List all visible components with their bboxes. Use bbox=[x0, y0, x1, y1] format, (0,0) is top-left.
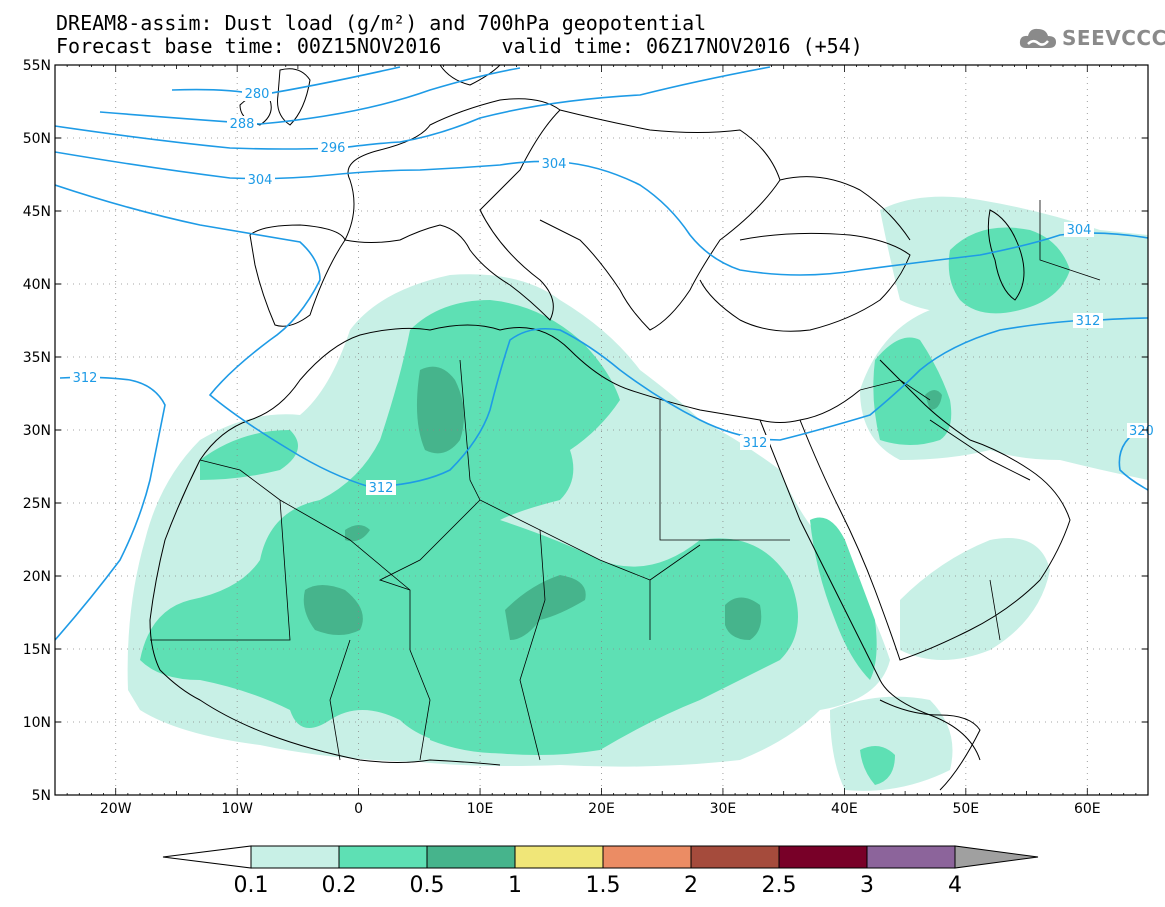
colorbar-swatch bbox=[426, 845, 516, 869]
seevccc-logo: SEEVCCC bbox=[1018, 24, 1165, 52]
colorbar-max-arrow bbox=[954, 845, 1039, 869]
colorbar-swatch bbox=[778, 845, 868, 869]
logo-text: SEEVCCC bbox=[1062, 26, 1165, 50]
svg-text:280: 280 bbox=[245, 87, 270, 102]
contour-label-312-atlantic: 312 bbox=[70, 370, 100, 386]
contour-label-296: 296 bbox=[318, 140, 348, 156]
geopotential-contours bbox=[55, 66, 1148, 641]
lon-label: 40E bbox=[831, 801, 858, 817]
lat-label: 50N bbox=[23, 131, 51, 147]
cloud-icon bbox=[1019, 28, 1056, 48]
contour-label-304-central: 304 bbox=[539, 156, 569, 172]
colorbar-label: 4 bbox=[948, 873, 962, 898]
lat-label: 35N bbox=[23, 350, 51, 366]
map-graticule bbox=[55, 65, 1148, 795]
contour-label-312-sahara: 312 bbox=[366, 480, 396, 496]
svg-text:304: 304 bbox=[542, 157, 567, 172]
colorbar-label: 0.2 bbox=[322, 873, 357, 898]
contour-label-304-east: 304 bbox=[1064, 222, 1094, 238]
dust-colorbar: 0.1 0.2 0.5 1 1.5 2 2.5 3 4 bbox=[162, 845, 1039, 898]
colorbar-label: 1 bbox=[508, 873, 522, 898]
colorbar-label: 2.5 bbox=[762, 873, 797, 898]
colorbar-label: 1.5 bbox=[586, 873, 621, 898]
lat-label: 5N bbox=[32, 788, 51, 804]
lon-label: 50E bbox=[952, 801, 979, 817]
lat-label: 55N bbox=[23, 58, 51, 74]
lat-label: 30N bbox=[23, 423, 51, 439]
contour-labels: 280 288 296 304 304 304 312 312 312 312 … bbox=[70, 86, 1154, 496]
svg-text:312: 312 bbox=[73, 371, 98, 386]
svg-text:312: 312 bbox=[1076, 314, 1101, 329]
lon-label: 20W bbox=[100, 801, 132, 817]
forecast-times: Forecast base time: 00Z15NOV2016 valid t… bbox=[56, 34, 863, 58]
colorbar-label: 0.5 bbox=[410, 873, 445, 898]
lon-label: 60E bbox=[1074, 801, 1101, 817]
contour-label-312-iran: 312 bbox=[1073, 313, 1103, 329]
svg-text:304: 304 bbox=[1067, 223, 1092, 238]
lat-label: 25N bbox=[23, 496, 51, 512]
lon-label: 0 bbox=[354, 801, 363, 817]
map-title: DREAM8-assim: Dust load (g/m²) and 700hP… bbox=[56, 11, 707, 35]
colorbar-swatch bbox=[250, 845, 340, 869]
lon-label: 10E bbox=[467, 801, 494, 817]
svg-text:288: 288 bbox=[230, 117, 255, 132]
svg-text:304: 304 bbox=[248, 173, 273, 188]
colorbar-label: 3 bbox=[860, 873, 874, 898]
contour-label-288: 288 bbox=[227, 116, 257, 132]
lat-label: 10N bbox=[23, 715, 51, 731]
map-axes: 55N 50N 45N 40N 35N 30N 25N 20N 15N 10N 5N 20W 10W 0 1… bbox=[23, 58, 1149, 817]
dust-load-field bbox=[127, 196, 1148, 791]
colorbar-min-arrow bbox=[162, 845, 252, 869]
svg-text:312: 312 bbox=[369, 481, 394, 496]
contour-label-280: 280 bbox=[242, 86, 272, 102]
svg-text:320: 320 bbox=[1129, 424, 1154, 439]
colorbar-swatch bbox=[514, 845, 604, 869]
colorbar-swatch bbox=[338, 845, 428, 869]
svg-text:296: 296 bbox=[321, 141, 346, 156]
colorbar-swatch bbox=[690, 845, 780, 869]
colorbar-swatch bbox=[866, 845, 956, 869]
contour-label-320: 320 bbox=[1127, 423, 1154, 439]
lat-label: 15N bbox=[23, 642, 51, 658]
colorbar-label: 0.1 bbox=[234, 873, 269, 898]
lat-label: 20N bbox=[23, 569, 51, 585]
svg-text:312: 312 bbox=[743, 436, 768, 451]
contour-label-304-west: 304 bbox=[245, 172, 275, 188]
lon-label: 30E bbox=[710, 801, 737, 817]
colorbar-swatch bbox=[602, 845, 692, 869]
country-borders bbox=[150, 200, 1101, 761]
lon-label: 20E bbox=[588, 801, 615, 817]
lat-label: 45N bbox=[23, 204, 51, 220]
lon-label: 10W bbox=[221, 801, 253, 817]
contour-label-312-egypt: 312 bbox=[740, 435, 770, 451]
colorbar-label: 2 bbox=[684, 873, 698, 898]
lat-label: 40N bbox=[23, 277, 51, 293]
